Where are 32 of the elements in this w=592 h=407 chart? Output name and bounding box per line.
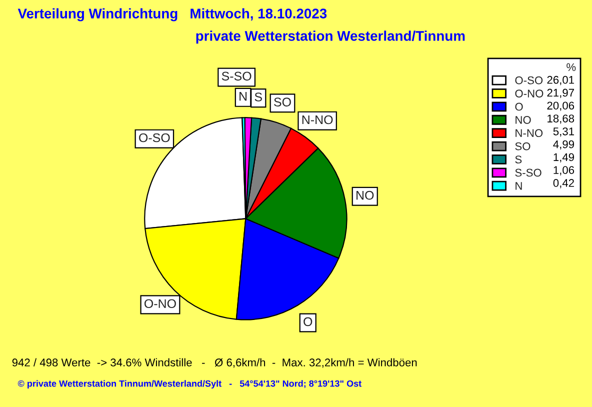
text: 942 / 498 Werte -> 34.6% Windstille - Ø 6,6km/h - Max. 32,2km/h = Windböen	[12, 358, 417, 368]
legend-label: NO	[516, 116, 531, 124]
text: © private Wetterstation Tinnum/Westerland/Sylt - 54°54'13" Nord; 8°19'13" Ost	[18, 380, 362, 389]
legend-label: N-NO	[516, 129, 543, 138]
legend-title: %	[566, 63, 576, 72]
chart-subtitle: private Wetterstation Westerland/Tinnum	[196, 30, 465, 44]
slice-label: N-NO	[302, 115, 333, 124]
data-label: 26,01	[547, 76, 574, 86]
data-label: 0,42	[553, 179, 574, 188]
data-label: 21,97	[547, 88, 574, 98]
slice-label: SO	[274, 98, 291, 106]
chart-title: Verteilung Windrichtung Mittwoch, 18.10.2023	[18, 8, 327, 22]
slice-label: S	[254, 92, 262, 102]
legend-label: SO	[515, 142, 530, 150]
slice-label: NO	[356, 190, 374, 200]
legend-label: N	[516, 182, 522, 190]
legend-label: O	[515, 102, 523, 111]
slice-label: O-NO	[144, 299, 176, 308]
slice-label: S-SO	[222, 72, 252, 81]
slice-label: N	[240, 92, 247, 101]
legend-label: S-SO	[515, 168, 542, 177]
legend-label: O-SO	[515, 76, 543, 84]
data-label: 20,06	[547, 102, 574, 111]
legend-label: O-NO	[515, 90, 544, 98]
data-label: 1,06	[554, 166, 574, 176]
data-label: 18,68	[548, 114, 574, 124]
data-label: 4,99	[553, 140, 574, 150]
data-label: 5,31	[553, 127, 574, 137]
slice-label: O-SO	[139, 133, 170, 142]
slice-label: O	[304, 317, 312, 326]
data-label: 1,49	[554, 153, 574, 162]
legend-label: S	[515, 156, 522, 164]
